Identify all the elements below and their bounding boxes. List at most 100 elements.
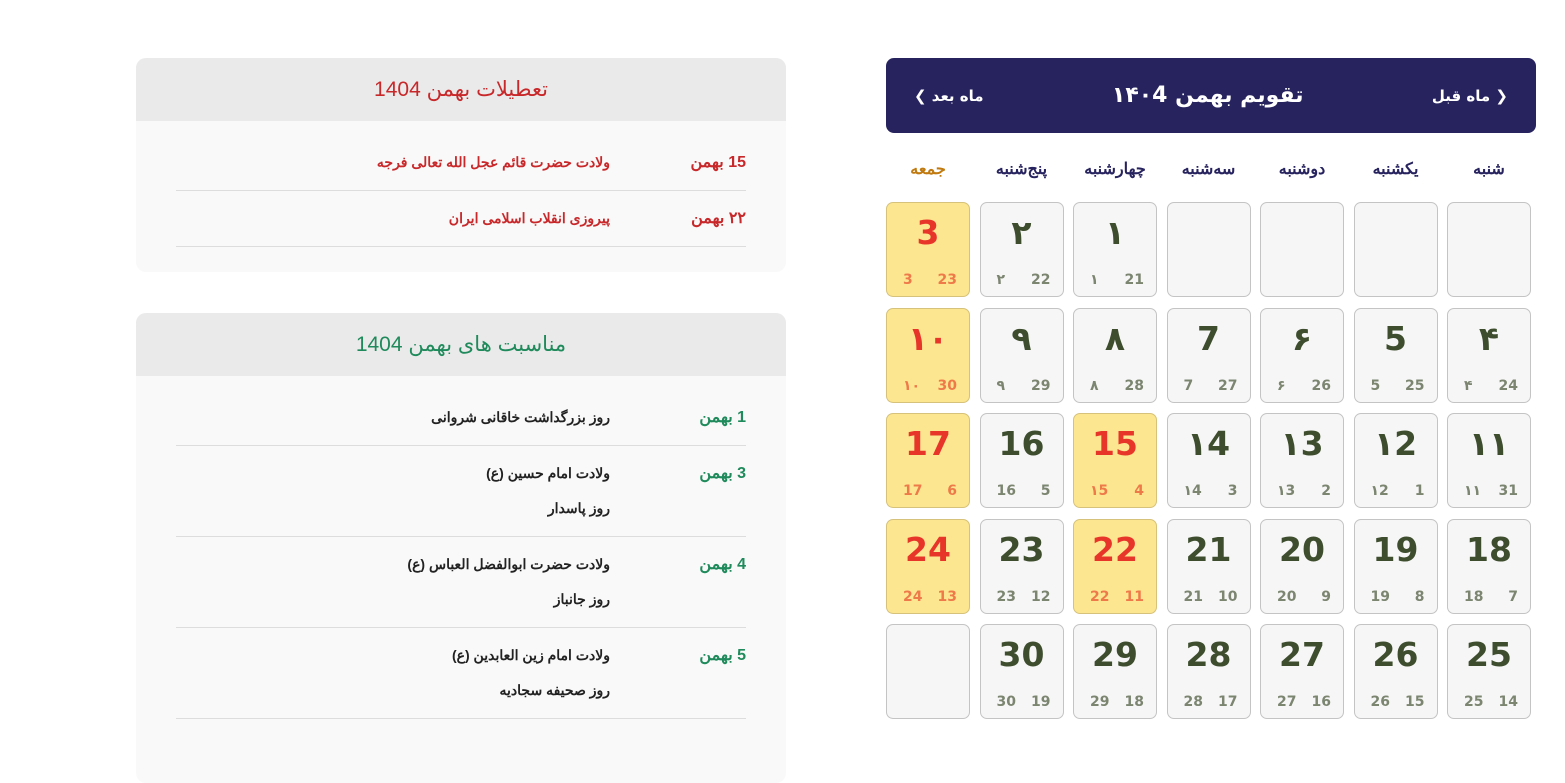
gregorian-day: 1 <box>1414 483 1425 499</box>
day-cell[interactable]: 27 27 16 <box>1260 624 1344 719</box>
day-cell[interactable]: ۹ ۹ 29 <box>979 307 1064 403</box>
day-secondary: 18 <box>1464 588 1484 605</box>
holidays-title: تعطیلات بهمن 1404 <box>136 58 786 121</box>
day-cell[interactable]: ١ ١ 21 <box>1073 202 1157 297</box>
day-cell[interactable]: 20 20 9 <box>1260 518 1344 614</box>
day-secondary: 7 <box>1183 377 1194 394</box>
gregorian-day: 9 <box>1321 588 1331 605</box>
holiday-day-cell[interactable]: 22 22 11 <box>1073 518 1157 614</box>
holidays-list: 15 بهمن ولادت حضرت قائم عجل الله تعالی فر… <box>136 121 786 247</box>
holiday-day-cell[interactable]: 17 17 6 <box>886 413 970 508</box>
day-cell[interactable]: 23 23 12 <box>979 518 1064 614</box>
calendar-grid: ١ ١ 21 ٢ ٢ 22 3 3 23 ۴ ۴ 24 5 5 25 ۶ ۶ 26 7 7 27 ۸ ۸ 28 ۹ ۹ 29 ١٠ ١٠… <box>886 202 1531 719</box>
day-cell[interactable]: ۴ ۴ 24 <box>1447 307 1531 403</box>
gregorian-day: 8 <box>1414 588 1425 605</box>
gregorian-day: 11 <box>1124 588 1144 605</box>
empty-day-cell <box>1353 202 1438 297</box>
empty-day-cell <box>1447 202 1531 297</box>
gregorian-day: 18 <box>1124 694 1144 710</box>
day-cell[interactable]: ۸ ۸ 28 <box>1073 307 1157 403</box>
events-list: 1 بهمن روز بزرگداشت خاقانی شروانی 3 بهمن ول… <box>136 376 786 719</box>
weekday-label: یکشنبه <box>1372 161 1419 178</box>
day-cell[interactable]: 30 30 19 <box>979 624 1064 719</box>
item-text: ولادت امام زین العابدین (ع) <box>451 647 610 663</box>
day-cell[interactable]: ١١ ١١ 31 <box>1447 413 1531 508</box>
gregorian-day: 27 <box>1218 377 1238 394</box>
weekday-label: شنبه <box>1473 161 1505 178</box>
day-secondary: 22 <box>1090 588 1110 605</box>
day-secondary: 21 <box>1183 588 1203 605</box>
day-number: 19 <box>1372 529 1419 569</box>
day-secondary: ۹ <box>996 377 1006 394</box>
day-number: 7 <box>1197 318 1220 358</box>
gregorian-day: 3 <box>1227 483 1238 499</box>
weekday-header: شنبه یکشنبه دوشنبه سه‌شنبه چهارشنبه پنج‌شنبه ج… <box>890 155 1531 185</box>
day-number: 27 <box>1279 635 1325 674</box>
day-secondary: ۴ <box>1464 377 1473 394</box>
day-secondary: 16 <box>996 483 1016 499</box>
day-cell[interactable]: ۶ ۶ 26 <box>1260 307 1344 403</box>
item-text: ولادت حضرت ابوالفضل العباس (ع) <box>407 556 610 572</box>
holiday-day-cell[interactable]: 15 ١5 4 <box>1073 413 1157 508</box>
gregorian-day: 19 <box>1031 694 1051 710</box>
day-number: ١١ <box>1468 424 1510 463</box>
weekday-label: سه‌شنبه <box>1181 161 1236 178</box>
item-date: 3 بهمن <box>699 465 746 482</box>
item-texts: ولادت حضرت قائم عجل الله تعالی فرجه <box>377 145 610 180</box>
day-cell[interactable]: 21 21 10 <box>1166 518 1251 614</box>
gregorian-day: 4 <box>1134 483 1144 499</box>
item-texts: ولادت امام زین العابدین (ع) روز صحیفه سجا… <box>452 638 610 708</box>
day-secondary: 3 <box>903 272 913 288</box>
next-month-button[interactable]: ماه بعد ❯ <box>914 86 984 105</box>
weekday-label: جمعه <box>910 161 946 178</box>
day-secondary: 28 <box>1183 694 1203 710</box>
day-cell[interactable]: 7 7 27 <box>1166 307 1251 403</box>
day-cell[interactable]: 26 26 15 <box>1353 624 1438 719</box>
list-item: 1 بهمن روز بزرگداشت خاقانی شروانی <box>176 390 746 446</box>
gregorian-day: 2 <box>1321 483 1331 499</box>
holiday-day-cell[interactable]: 3 3 23 <box>886 202 970 297</box>
item-texts: ولادت حضرت ابوالفضل العباس (ع) روز جانباز <box>407 547 610 617</box>
day-cell[interactable]: ١4 ١4 3 <box>1166 413 1251 508</box>
holidays-panel: تعطیلات بهمن 1404 15 بهمن ولادت حضرت قائم… <box>136 58 786 272</box>
weekday-label: دوشنبه <box>1278 161 1326 178</box>
day-cell[interactable]: 5 5 25 <box>1353 307 1438 403</box>
gregorian-day: 26 <box>1311 377 1331 394</box>
gregorian-day: 5 <box>1040 483 1051 499</box>
day-number: 20 <box>1279 529 1325 569</box>
day-number: 30 <box>998 635 1045 674</box>
events-panel: مناسبت های بهمن 1404 1 بهمن روز بزرگداشت … <box>136 313 786 783</box>
holiday-day-cell[interactable]: ١٠ ١٠ 30 <box>886 307 970 403</box>
day-number: ۸ <box>1104 318 1126 358</box>
day-number: 5 <box>1384 318 1407 358</box>
day-cell[interactable]: ١2 ١2 1 <box>1353 413 1438 508</box>
day-number: ١ <box>1104 213 1126 252</box>
day-number: 22 <box>1092 529 1138 569</box>
day-secondary: 19 <box>1370 588 1390 605</box>
day-cell[interactable]: ٢ ٢ 22 <box>979 202 1064 297</box>
day-cell[interactable]: 29 29 18 <box>1073 624 1157 719</box>
day-cell[interactable]: 19 19 8 <box>1353 518 1438 614</box>
day-cell[interactable]: 28 28 17 <box>1166 624 1251 719</box>
prev-month-button[interactable]: ❮ ماه قبل <box>1431 86 1508 105</box>
day-secondary: 30 <box>996 694 1016 710</box>
day-secondary: 17 <box>903 483 923 499</box>
events-title: مناسبت های بهمن 1404 <box>136 313 786 376</box>
day-cell[interactable]: ١3 ١3 2 <box>1260 413 1344 508</box>
day-cell[interactable]: 16 16 5 <box>979 413 1064 508</box>
day-secondary: ١2 <box>1370 483 1389 499</box>
day-secondary: 23 <box>996 588 1016 605</box>
gregorian-day: 12 <box>1031 588 1051 605</box>
list-item: 3 بهمن ولادت امام حسین (ع) روز پاسدار <box>176 446 746 537</box>
list-item: 4 بهمن ولادت حضرت ابوالفضل العباس (ع) روز … <box>176 537 746 628</box>
day-number: ١2 <box>1373 424 1418 463</box>
holiday-day-cell[interactable]: 24 24 13 <box>886 518 970 614</box>
day-cell[interactable]: 25 25 14 <box>1447 624 1531 719</box>
item-text: روز جانباز <box>553 591 610 607</box>
item-text: روز پاسدار <box>547 500 610 516</box>
gregorian-day: 13 <box>937 588 957 605</box>
day-cell[interactable]: 18 18 7 <box>1447 518 1531 614</box>
day-secondary: ۸ <box>1090 377 1099 394</box>
gregorian-day: 29 <box>1031 377 1051 394</box>
day-secondary: ٢ <box>996 272 1006 288</box>
